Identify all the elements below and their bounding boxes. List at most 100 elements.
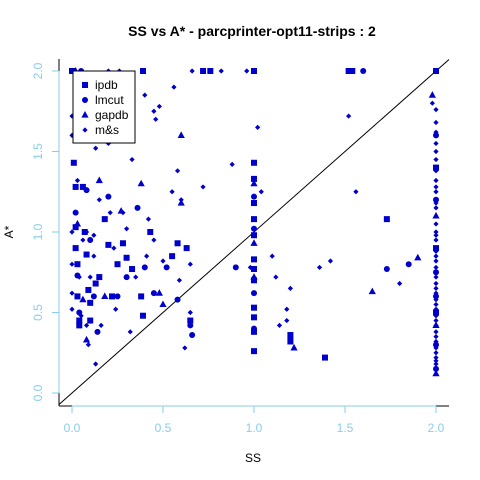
data-point (69, 113, 75, 119)
data-point (433, 229, 439, 235)
data-point (433, 341, 439, 348)
data-point (349, 68, 356, 74)
data-point (123, 274, 130, 281)
data-point (187, 317, 194, 324)
x-tick-label: 2.0 (428, 421, 445, 435)
data-point (433, 309, 439, 316)
data-point (78, 313, 84, 319)
data-point (83, 322, 90, 328)
data-point (433, 313, 439, 319)
x-axis: 0.0 0.5 1.0 1.5 2.0 (64, 405, 445, 435)
data-point (276, 322, 283, 328)
x-axis-label: SS (245, 451, 261, 465)
data-point (269, 253, 275, 259)
data-point (70, 159, 77, 166)
data-point (87, 274, 93, 280)
x-tick-label: 0.0 (64, 421, 81, 435)
data-point (433, 338, 439, 345)
data-point (433, 119, 439, 126)
data-point (251, 200, 257, 207)
data-point (251, 232, 257, 239)
data-point (72, 224, 79, 231)
data-point (94, 328, 101, 335)
data-point (69, 229, 75, 235)
data-point (433, 189, 439, 195)
data-point (80, 237, 86, 243)
data-point (433, 301, 439, 308)
data-point (153, 116, 159, 122)
data-point (169, 253, 176, 260)
data-point (142, 92, 148, 98)
data-point (383, 216, 390, 223)
data-point (109, 293, 116, 300)
data-point (433, 293, 439, 300)
data-point (433, 68, 439, 74)
data-point (433, 156, 439, 163)
data-point (79, 183, 86, 190)
data-point (141, 264, 148, 271)
data-point (250, 179, 258, 187)
data-point (69, 261, 75, 267)
data-point (74, 261, 81, 268)
data-point (183, 245, 190, 252)
data-point (177, 131, 185, 138)
data-point (178, 197, 184, 203)
data-point (187, 309, 193, 316)
data-point (433, 184, 439, 190)
data-point (433, 177, 439, 184)
x-tick-label: 1.5 (337, 421, 354, 435)
data-point (433, 322, 439, 328)
data-point (95, 176, 103, 184)
data-point (83, 187, 90, 194)
data-point (433, 297, 439, 303)
data-point (113, 306, 119, 312)
data-point (433, 253, 439, 259)
data-point (229, 161, 235, 167)
data-point (207, 68, 214, 74)
data-point (284, 317, 290, 324)
data-point (251, 256, 257, 263)
data-point (251, 175, 257, 182)
data-point (251, 277, 257, 284)
data-point (133, 274, 139, 280)
data-point (433, 148, 439, 155)
legend-label: ipdb (95, 78, 118, 92)
data-point (433, 237, 439, 243)
data-point (397, 280, 403, 287)
data-point (91, 232, 97, 238)
data-point (73, 219, 82, 227)
data-point (218, 68, 224, 74)
legend-label: lmcut (95, 93, 124, 107)
data-point (244, 68, 250, 74)
data-point (174, 296, 181, 303)
data-point (346, 113, 352, 119)
data-point (433, 107, 439, 113)
data-point (428, 91, 436, 98)
data-point (93, 145, 99, 151)
data-point (250, 273, 258, 280)
data-point (123, 254, 130, 261)
data-point (232, 264, 239, 271)
data-point (187, 322, 194, 329)
data-point (251, 225, 257, 232)
data-point (290, 343, 298, 351)
y-axis-label: A* (2, 225, 16, 238)
data-point (200, 184, 206, 190)
data-point (251, 348, 257, 355)
data-point (433, 280, 439, 287)
data-point (120, 210, 126, 216)
y-tick-label: 1.0 (31, 223, 45, 240)
data-point (69, 290, 75, 296)
data-point (163, 264, 170, 271)
data-point (127, 329, 133, 335)
data-point (82, 335, 91, 343)
data-point (433, 334, 439, 340)
data-point (432, 369, 440, 377)
data-point (287, 332, 294, 339)
data-point (171, 84, 177, 90)
data-point (433, 232, 439, 238)
data-point (134, 204, 141, 211)
data-point (247, 264, 253, 271)
data-point (251, 328, 257, 335)
